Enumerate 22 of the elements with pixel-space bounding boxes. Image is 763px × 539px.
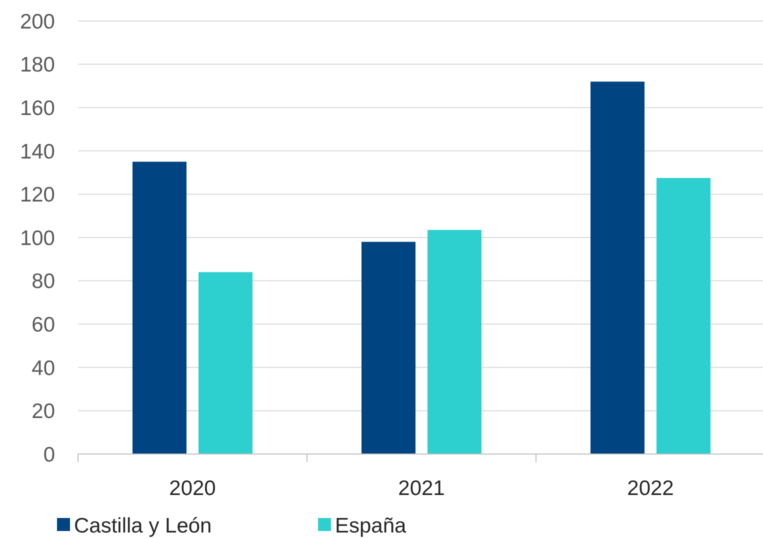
- y-tick-label: 200: [20, 10, 55, 34]
- bar: [656, 178, 710, 454]
- y-tick-label: 120: [20, 184, 55, 207]
- y-tick-label: 20: [32, 400, 55, 424]
- y-tick-label: 40: [32, 356, 55, 380]
- y-tick-label: 180: [20, 54, 55, 77]
- y-tick-label: 140: [20, 140, 55, 164]
- bar: [362, 242, 416, 454]
- y-tick-label: 60: [32, 313, 55, 336]
- y-tick-label: 100: [20, 226, 55, 250]
- y-tick-label: 160: [20, 96, 55, 120]
- y-tick-label: 80: [32, 270, 55, 294]
- bar: [198, 272, 252, 454]
- bar: [428, 230, 482, 454]
- y-tick-label: 0: [43, 443, 55, 466]
- x-tick-label: 2022: [627, 477, 674, 500]
- legend-label: Castilla y León: [74, 514, 212, 538]
- x-tick-label: 2020: [169, 477, 216, 500]
- bar: [590, 82, 644, 454]
- bar: [132, 162, 186, 454]
- legend-label: España: [335, 514, 407, 538]
- x-tick-label: 2021: [398, 477, 445, 500]
